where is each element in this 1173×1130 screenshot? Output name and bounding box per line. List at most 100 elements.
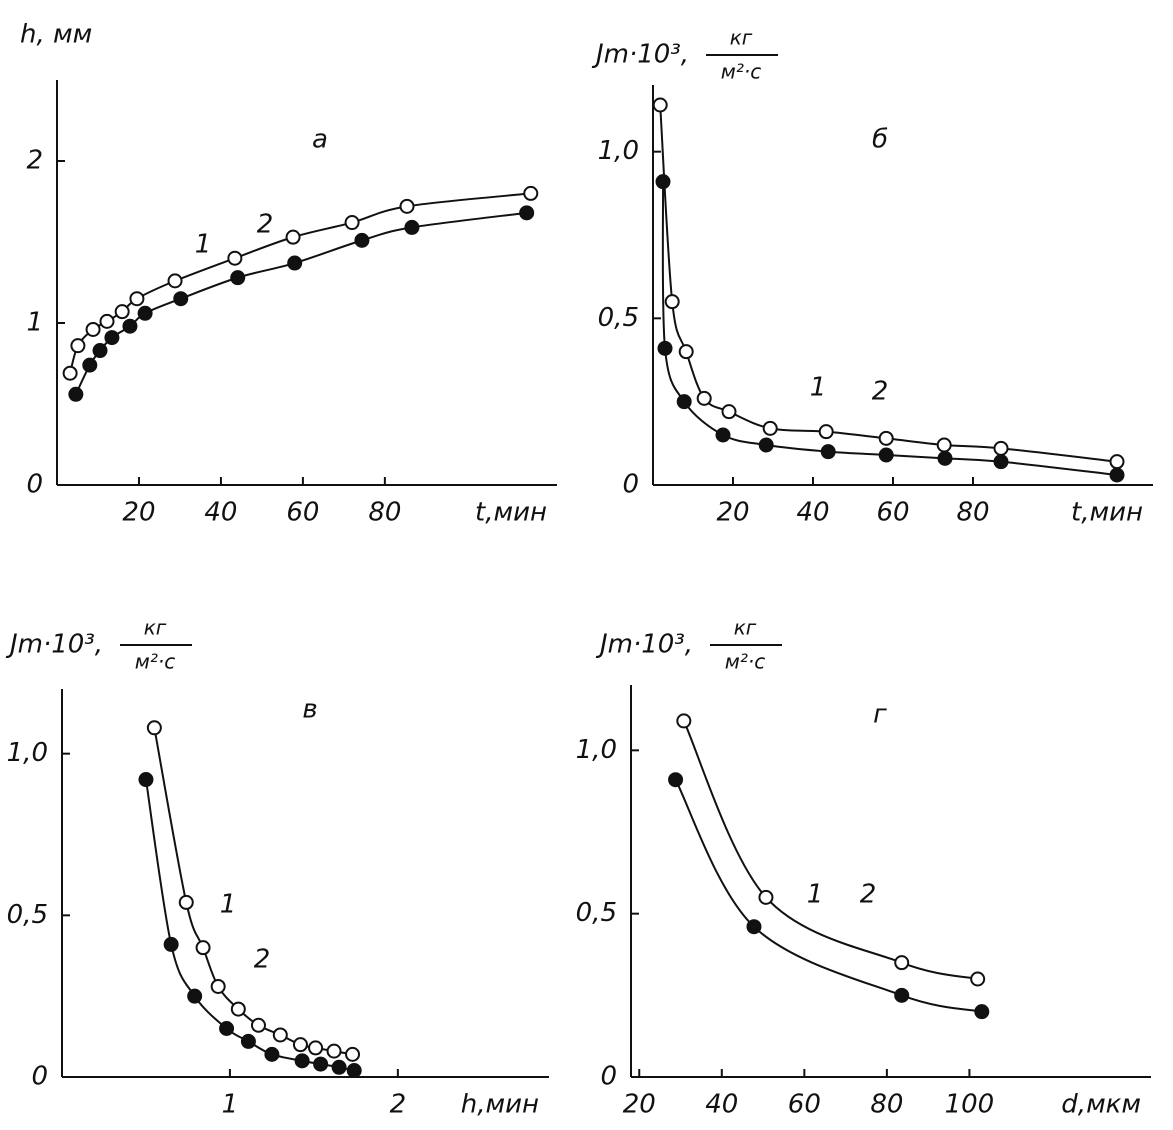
data-point: [404, 219, 420, 235]
data-point: [746, 919, 762, 935]
x-tick-label: 40: [796, 498, 829, 528]
series-label: 1: [810, 373, 827, 403]
data-point: [137, 305, 153, 321]
y-axis-label: Jm·10³,: [591, 40, 689, 70]
data-point: [652, 97, 668, 113]
data-point: [657, 340, 673, 356]
y-unit-numerator: кг: [730, 26, 753, 50]
series-label: 1: [220, 890, 237, 920]
data-point: [758, 437, 774, 453]
y-unit-denominator: м²·с: [721, 60, 761, 84]
x-tick-label: 40: [705, 1090, 738, 1120]
series-curve: [674, 779, 982, 1013]
data-point: [104, 330, 120, 346]
data-point: [163, 936, 179, 952]
data-point: [664, 294, 680, 310]
x-tick-label: 1: [222, 1090, 239, 1120]
data-point: [974, 1004, 990, 1020]
data-point: [285, 229, 301, 245]
data-point: [167, 273, 183, 289]
y-axis-label: h, мм: [20, 20, 92, 50]
data-point: [287, 255, 303, 271]
data-point: [99, 313, 115, 329]
data-point: [68, 386, 84, 402]
data-point: [894, 987, 910, 1003]
data-point: [762, 420, 778, 436]
series-curve: [153, 727, 353, 1056]
data-point: [250, 1017, 266, 1033]
data-point: [354, 232, 370, 248]
x-axis-label: h,мин: [461, 1090, 539, 1120]
x-tick-label: 20: [623, 1090, 656, 1120]
data-point: [993, 454, 1009, 470]
y-tick-label: 0: [26, 470, 43, 500]
y-tick-label: 0,5: [576, 898, 617, 928]
y-tick-label: 1,0: [576, 735, 617, 765]
data-point: [227, 250, 243, 266]
x-tick-label: 60: [788, 1090, 821, 1120]
data-point: [936, 437, 952, 453]
y-tick-label: 0,5: [7, 900, 48, 930]
data-point: [820, 444, 836, 460]
x-tick-label: 60: [876, 498, 909, 528]
y-unit-numerator: кг: [734, 616, 757, 640]
panel-letter: а: [312, 125, 328, 155]
x-axis-label: t,мин: [475, 498, 547, 528]
data-point: [294, 1053, 310, 1069]
panel-letter: в: [302, 695, 317, 725]
y-unit-denominator: м²·с: [135, 650, 175, 674]
data-point: [346, 1063, 362, 1079]
data-point: [715, 427, 731, 443]
data-point: [993, 440, 1009, 456]
x-axis-label: d,мкм: [1061, 1090, 1141, 1120]
series-label: 2: [872, 377, 889, 407]
data-point: [240, 1033, 256, 1049]
series-label: 1: [807, 880, 824, 910]
data-point: [668, 772, 684, 788]
data-point: [326, 1043, 342, 1059]
series-curve: [661, 181, 1118, 476]
data-point: [313, 1056, 329, 1072]
series-curve: [144, 779, 355, 1072]
y-unit-numerator: кг: [144, 616, 167, 640]
data-point: [178, 894, 194, 910]
data-point: [122, 318, 138, 334]
series-label: 2: [254, 945, 271, 975]
y-tick-label: 0: [600, 1062, 617, 1092]
data-point: [519, 205, 535, 221]
y-axis-label: Jm·10³,: [5, 630, 103, 660]
data-point: [1109, 467, 1125, 483]
x-tick-label: 80: [870, 1090, 903, 1120]
data-point: [187, 988, 203, 1004]
data-point: [138, 772, 154, 788]
data-point: [758, 889, 774, 905]
data-point: [676, 713, 692, 729]
x-tick-label: 40: [204, 498, 237, 528]
series-label: 1: [195, 230, 212, 260]
data-point: [62, 365, 78, 381]
y-tick-label: 1,0: [7, 738, 48, 768]
x-axis-label: t,мин: [1071, 498, 1143, 528]
data-point: [82, 357, 98, 373]
data-point: [230, 270, 246, 286]
y-tick-label: 1: [26, 308, 43, 338]
y-tick-label: 2: [26, 146, 43, 176]
panel-letter: г: [873, 700, 887, 730]
data-point: [678, 344, 694, 360]
data-point: [1109, 454, 1125, 470]
data-point: [523, 185, 539, 201]
x-tick-label: 2: [390, 1090, 407, 1120]
data-point: [173, 291, 189, 307]
data-point: [272, 1027, 288, 1043]
data-point: [331, 1059, 347, 1075]
data-point: [721, 404, 737, 420]
data-point: [219, 1021, 235, 1036]
data-point: [970, 971, 986, 987]
data-point: [894, 955, 910, 971]
series-curve: [682, 720, 978, 980]
x-tick-label: 20: [716, 498, 749, 528]
data-point: [195, 940, 211, 956]
data-point: [129, 291, 145, 307]
data-point: [696, 390, 712, 406]
